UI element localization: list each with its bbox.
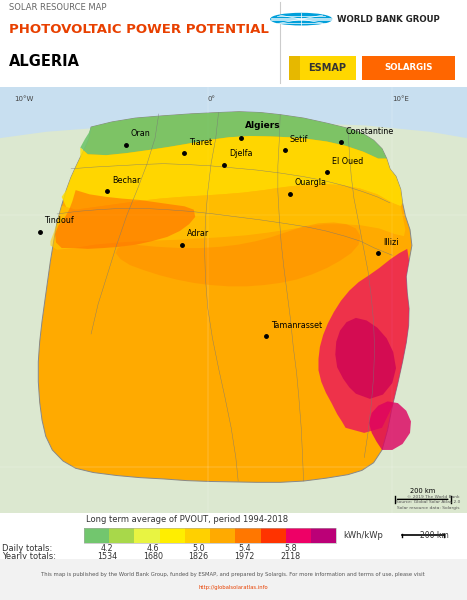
Text: Adrar: Adrar bbox=[187, 229, 209, 238]
Text: 10°W: 10°W bbox=[14, 97, 33, 103]
Text: 1972: 1972 bbox=[234, 552, 255, 561]
FancyBboxPatch shape bbox=[362, 56, 455, 80]
Text: 1534: 1534 bbox=[97, 552, 117, 561]
Polygon shape bbox=[318, 249, 409, 433]
FancyBboxPatch shape bbox=[289, 56, 356, 80]
Text: ALGERIA: ALGERIA bbox=[9, 54, 80, 69]
Bar bbox=[311, 528, 336, 543]
Bar bbox=[160, 528, 185, 543]
Text: http://globalsolaratlas.info: http://globalsolaratlas.info bbox=[198, 585, 269, 590]
Text: 200 km: 200 km bbox=[419, 531, 448, 540]
Text: 4.2: 4.2 bbox=[101, 544, 113, 553]
Text: 5.4: 5.4 bbox=[238, 544, 251, 553]
Text: 4.6: 4.6 bbox=[147, 544, 159, 553]
Text: 0°: 0° bbox=[208, 97, 216, 103]
Text: 10°E: 10°E bbox=[392, 97, 409, 103]
Text: El Oued: El Oued bbox=[332, 157, 363, 166]
Text: Illizi: Illizi bbox=[383, 238, 398, 247]
Text: Tindouf: Tindouf bbox=[44, 217, 74, 226]
Polygon shape bbox=[116, 223, 361, 286]
Text: This map is published by the World Bank Group, funded by ESMAP, and prepared by : This map is published by the World Bank … bbox=[41, 572, 426, 577]
Bar bbox=[109, 528, 134, 543]
Text: Djelfa: Djelfa bbox=[229, 149, 252, 158]
Text: Constantine: Constantine bbox=[346, 127, 394, 136]
Polygon shape bbox=[0, 87, 467, 138]
Bar bbox=[134, 528, 160, 543]
Text: 1826: 1826 bbox=[189, 552, 209, 561]
Bar bbox=[185, 528, 210, 543]
Polygon shape bbox=[62, 136, 403, 209]
Text: SOLAR RESOURCE MAP: SOLAR RESOURCE MAP bbox=[9, 2, 107, 11]
Bar bbox=[84, 528, 336, 543]
Text: 2118: 2118 bbox=[280, 552, 300, 561]
Bar bbox=[286, 528, 311, 543]
Text: ESMAP: ESMAP bbox=[308, 63, 346, 73]
Bar bbox=[235, 528, 261, 543]
Text: Tiaret: Tiaret bbox=[189, 137, 212, 146]
Bar bbox=[210, 528, 235, 543]
Bar bbox=[289, 56, 300, 80]
Polygon shape bbox=[335, 318, 396, 399]
Polygon shape bbox=[55, 190, 195, 249]
Text: SOLARGIS: SOLARGIS bbox=[384, 64, 433, 73]
Circle shape bbox=[271, 13, 332, 25]
Text: 5.8: 5.8 bbox=[284, 544, 297, 553]
Text: kWh/kWp: kWh/kWp bbox=[343, 531, 383, 540]
Text: Yearly totals:: Yearly totals: bbox=[2, 552, 57, 561]
Polygon shape bbox=[80, 112, 387, 158]
Text: Long term average of PVOUT, period 1994-2018: Long term average of PVOUT, period 1994-… bbox=[86, 515, 288, 524]
Text: Algiers: Algiers bbox=[245, 121, 281, 130]
Text: Bechar: Bechar bbox=[112, 176, 141, 185]
Bar bbox=[84, 528, 109, 543]
Text: Setif: Setif bbox=[290, 134, 308, 143]
Bar bbox=[261, 528, 286, 543]
Text: Daily totals:: Daily totals: bbox=[2, 544, 53, 553]
Text: Tamanrasset: Tamanrasset bbox=[271, 321, 322, 330]
Polygon shape bbox=[38, 112, 412, 482]
Text: 200 km: 200 km bbox=[410, 488, 435, 494]
Text: 1680: 1680 bbox=[143, 552, 163, 561]
Text: PHOTOVOLTAIC POWER POTENTIAL: PHOTOVOLTAIC POWER POTENTIAL bbox=[9, 23, 269, 35]
Text: Oran: Oran bbox=[131, 129, 150, 138]
Text: © 2019 The World Bank
Source: Global Solar Atlas 2.0
Solar resource data: Solarg: © 2019 The World Bank Source: Global Sol… bbox=[396, 495, 460, 509]
Text: WORLD BANK GROUP: WORLD BANK GROUP bbox=[337, 14, 440, 23]
Text: 5.0: 5.0 bbox=[192, 544, 205, 553]
Polygon shape bbox=[50, 184, 405, 250]
Text: Ouargla: Ouargla bbox=[294, 178, 326, 187]
Polygon shape bbox=[369, 401, 411, 450]
